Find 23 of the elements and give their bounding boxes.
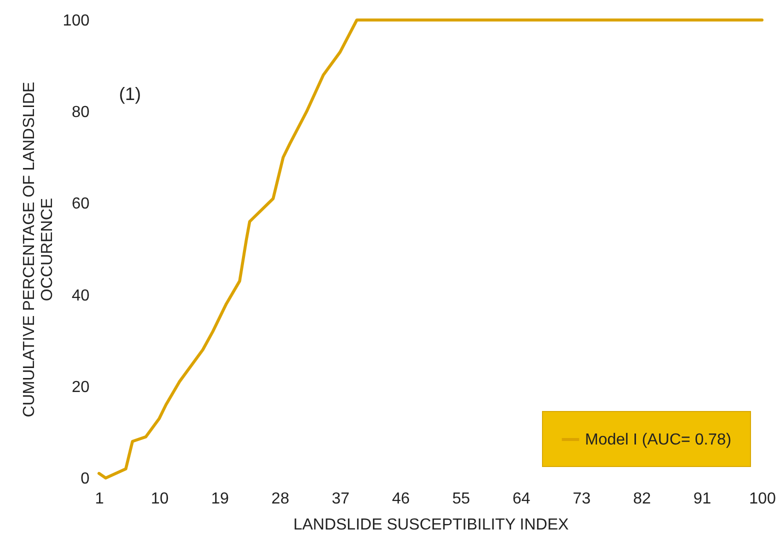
y-tick-label: 20: [72, 378, 90, 396]
line-series: [98, 18, 764, 480]
x-tick-label: 73: [572, 490, 591, 508]
x-tick-label: 100: [749, 490, 776, 508]
x-tick-label: 28: [271, 490, 290, 508]
x-tick-label: 10: [150, 490, 169, 508]
x-tick-label: 37: [332, 490, 350, 508]
x-tick-label: 64: [512, 490, 530, 508]
x-axis-title: LANDSLIDE SUSCEPTIBILITY INDEX: [293, 516, 569, 534]
x-tick-label: 1: [95, 490, 104, 508]
y-tick-label: 100: [62, 12, 90, 30]
legend-label: Model I (AUC= 0.78): [585, 432, 732, 448]
y-tick-label: 0: [80, 470, 90, 488]
x-tick-label: 82: [633, 490, 651, 508]
y-axis-title: CUMULATIVE PERCENTAGE OF LANDSLIDE OCCURENCE: [20, 82, 56, 418]
x-tick-label: 46: [392, 490, 410, 508]
y-tick-label: 60: [72, 196, 90, 213]
y-tick-label: 40: [72, 287, 90, 304]
annotation: (1): [119, 84, 141, 104]
x-tick-label: 19: [211, 490, 230, 508]
x-tick-label: 55: [452, 490, 470, 508]
x-tick-label: 91: [693, 490, 712, 508]
y-tick-label: 80: [72, 104, 90, 122]
